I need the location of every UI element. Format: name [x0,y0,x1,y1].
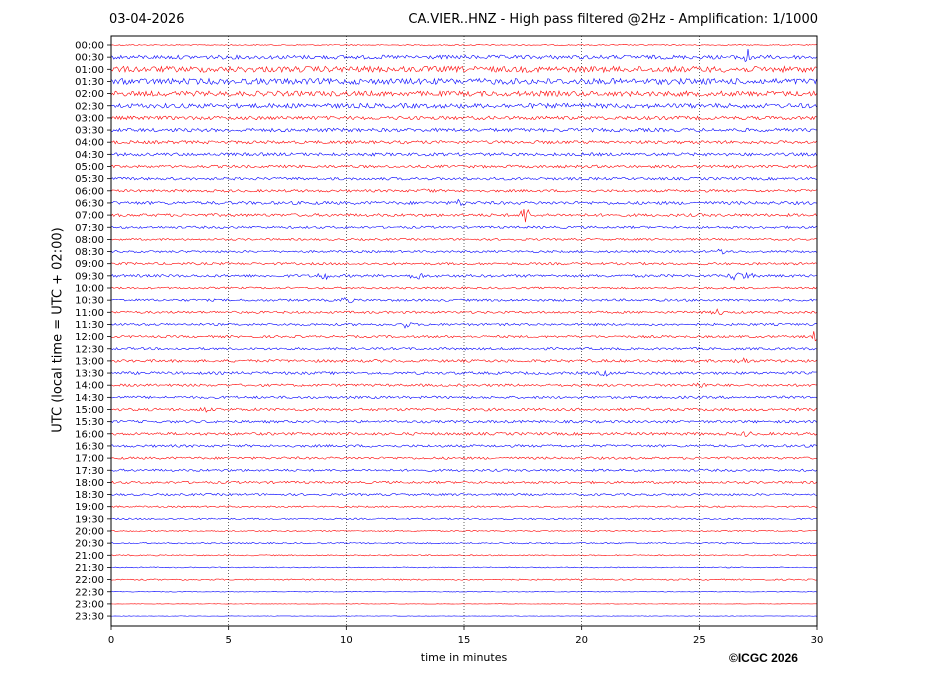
trace-1930 [110,517,817,521]
y-tick-label: 01:00 [75,65,104,76]
x-tick-label: 25 [693,635,706,646]
y-tick-label: 16:00 [75,429,104,440]
trace-0100 [110,65,817,74]
y-tick-label: 11:00 [75,308,104,319]
y-tick-label: 15:00 [75,405,104,416]
y-tick-label: 03:30 [75,126,104,137]
y-tick-label: 02:30 [75,101,104,112]
x-axis-label: time in minutes [420,651,508,664]
chart-title: CA.VIER..HNZ - High pass filtered @2Hz -… [408,12,818,27]
x-tick-label: 30 [811,635,824,646]
y-tick-label: 11:30 [75,320,104,331]
y-tick-label: 12:30 [75,344,104,355]
x-tick-label: 15 [458,635,471,646]
y-tick-label: 17:00 [75,454,104,465]
trace-1500 [110,406,817,413]
y-tick-label: 04:30 [75,150,104,161]
trace-1630 [110,444,817,448]
trace-1300 [110,357,817,364]
y-tick-label: 17:30 [75,466,104,477]
trace-0330 [110,127,817,133]
y-tick-label: 20:30 [75,539,104,550]
x-ticks: 0 5 10 15 20 25 30 [108,626,824,646]
trace-0500 [110,164,817,169]
y-tick-label: 04:00 [75,138,104,149]
y-tick-label: 09:00 [75,259,104,270]
x-tick-label: 20 [575,635,588,646]
y-tick-label: 05:00 [75,162,104,173]
y-tick-label: 13:00 [75,356,104,367]
y-tick-label: 23:30 [75,612,104,623]
trace-1900 [110,505,817,508]
y-tick-label: 01:30 [75,77,104,88]
trace-1400 [110,382,817,388]
y-tick-label: 12:00 [75,332,104,343]
trace-1800 [110,480,817,485]
y-tick-label: 15:30 [75,417,104,428]
date-label: 03-04-2026 [109,12,185,27]
y-tick-label: 09:30 [75,271,104,282]
y-tick-label: 02:00 [75,89,104,100]
trace-0230 [110,102,817,109]
y-tick-label: 07:00 [75,211,104,222]
trace-0300 [110,115,817,121]
trace-0600 [110,188,817,193]
y-tick-label: 22:30 [75,587,104,598]
grid-layer [228,36,700,626]
y-tick-label: 06:30 [75,198,104,209]
y-tick-label: 05:30 [75,174,104,185]
y-tick-label: 14:30 [75,393,104,404]
y-tick-label: 08:30 [75,247,104,258]
trace-0700 [110,209,817,223]
trace-0800 [110,237,817,241]
y-tick-label: 00:00 [75,41,104,52]
y-tick-label: 22:00 [75,575,104,586]
y-tick-label: 13:30 [75,369,104,380]
x-tick-label: 5 [225,635,231,646]
y-tick-label: 21:00 [75,551,104,562]
trace-0030 [110,48,817,62]
y-tick-label: 00:30 [75,53,104,64]
y-tick-label: 18:00 [75,478,104,489]
y-tick-label: 19:00 [75,502,104,513]
y-tick-label: 16:30 [75,441,104,452]
x-tick-label: 0 [108,635,114,646]
y-tick-label: 14:00 [75,381,104,392]
trace-1700 [110,456,817,460]
y-tick-label: 07:30 [75,223,104,234]
trace-1600 [110,431,817,437]
trace-1430 [110,395,817,400]
y-tick-label: 03:00 [75,113,104,124]
x-tick-label: 10 [340,635,353,646]
trace-1130 [110,322,817,329]
y-tick-label: 10:30 [75,296,104,307]
y-tick-label: 20:00 [75,527,104,538]
trace-1030 [110,297,817,304]
y-tick-label: 10:00 [75,284,104,295]
y-tick-label: 19:30 [75,514,104,525]
copyright-label: ©ICGC 2026 [729,651,798,665]
y-tick-label: 21:30 [75,563,104,574]
y-tick-label: 18:30 [75,490,104,501]
y-tick-label: 23:00 [75,599,104,610]
y-tick-label: 06:00 [75,186,104,197]
y-tick-label: 08:00 [75,235,104,246]
